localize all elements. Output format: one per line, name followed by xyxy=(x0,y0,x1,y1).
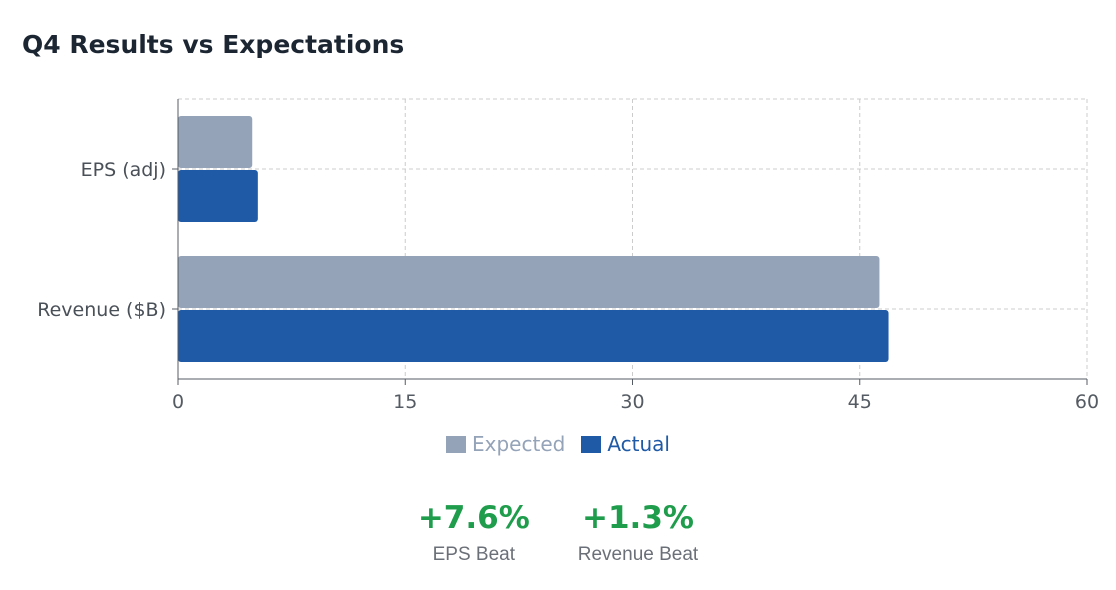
x-tick-label: 15 xyxy=(393,391,417,413)
axis-labels: EPS (adj) Revenue ($B) 0 15 30 45 60 xyxy=(37,159,1099,413)
stat-value: +1.3% xyxy=(582,500,694,536)
bar-actual xyxy=(178,310,889,362)
x-tick-label: 60 xyxy=(1075,391,1099,413)
legend-label-actual: Actual xyxy=(607,432,670,456)
legend-swatch-expected xyxy=(446,435,467,453)
bars xyxy=(178,116,889,362)
stat-revenue-beat: +1.3% Revenue Beat xyxy=(578,498,698,566)
x-tick-label: 0 xyxy=(172,391,184,413)
category-label: Revenue ($B) xyxy=(37,299,166,321)
category-label: EPS (adj) xyxy=(81,159,166,181)
stat-value: +7.6% xyxy=(417,500,530,536)
stat-label: EPS Beat xyxy=(432,544,515,565)
page-title: Q4 Results vs Expectations xyxy=(22,30,405,59)
x-tick-label: 30 xyxy=(620,391,644,413)
stat-eps-beat: +7.6% EPS Beat xyxy=(418,498,530,566)
stat-label: Revenue Beat xyxy=(577,544,699,565)
beat-stats: +7.6% EPS Beat +1.3% Revenue Beat xyxy=(0,498,1116,566)
axes xyxy=(172,99,1088,385)
bar-expected xyxy=(178,116,253,168)
bar-expected xyxy=(178,256,880,308)
bar-chart: EPS (adj) Revenue ($B) 0 15 30 45 60 xyxy=(37,98,1099,413)
legend-item-actual[interactable]: Actual xyxy=(581,432,670,456)
bar-actual xyxy=(178,170,258,222)
legend-swatch-actual xyxy=(581,435,602,453)
x-tick-label: 45 xyxy=(848,391,872,413)
legend-label-expected: Expected xyxy=(472,432,566,456)
chart-legend: Expected Actual xyxy=(0,430,1116,458)
legend-item-expected[interactable]: Expected xyxy=(446,432,565,456)
